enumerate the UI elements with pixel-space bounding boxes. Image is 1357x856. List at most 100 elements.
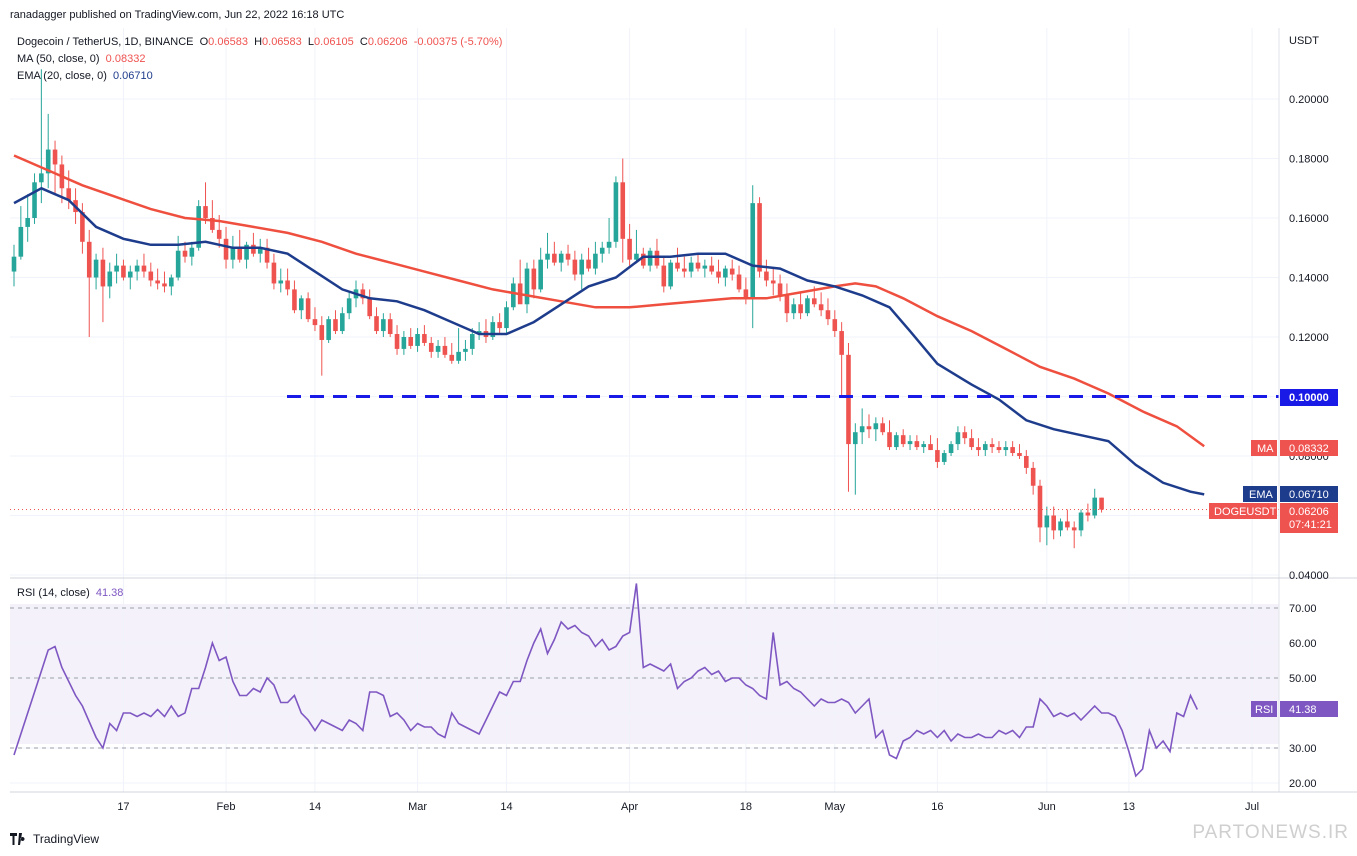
candle — [114, 253, 119, 284]
candle-body — [948, 444, 954, 454]
candle — [654, 238, 660, 269]
candle — [189, 241, 195, 266]
candle-body — [599, 247, 605, 254]
candle — [333, 310, 338, 335]
candle-body — [825, 310, 831, 320]
candle — [921, 441, 927, 454]
time-tick-label: 14 — [500, 801, 512, 813]
candle — [586, 247, 591, 272]
candle — [572, 250, 578, 281]
candle — [244, 241, 249, 269]
publisher-line: ranadagger published on TradingView.com,… — [10, 9, 345, 21]
candle — [45, 113, 51, 189]
candle-body — [80, 212, 85, 242]
candle-body — [784, 295, 790, 314]
candle — [203, 182, 208, 224]
candle — [996, 441, 1002, 454]
rsi-legend-value: 41.38 — [95, 587, 124, 599]
candle — [948, 441, 954, 456]
candle — [743, 277, 749, 305]
candle — [668, 259, 673, 290]
candle — [127, 265, 133, 290]
candle-body — [941, 453, 947, 462]
candle-body — [880, 423, 885, 433]
candle — [723, 265, 728, 287]
candle — [326, 316, 331, 343]
candle-body — [223, 238, 229, 260]
candle — [230, 235, 236, 269]
candle-body — [305, 298, 311, 320]
candle-body — [900, 435, 906, 445]
candle-body — [832, 319, 838, 332]
candle — [1024, 450, 1029, 474]
candle — [846, 342, 851, 492]
time-tick-label: 14 — [309, 801, 321, 813]
candle-body — [866, 426, 872, 430]
candle — [52, 140, 58, 195]
candle — [1037, 479, 1043, 543]
candle — [305, 292, 311, 323]
candle — [914, 435, 920, 451]
candle — [887, 420, 892, 451]
candle — [1092, 488, 1098, 519]
time-tick-label: 13 — [1123, 801, 1135, 813]
candle-body — [545, 253, 550, 260]
time-tick-label: Jun — [1038, 801, 1056, 813]
candle — [1058, 518, 1063, 537]
candle-body — [394, 334, 400, 349]
candle-body — [859, 426, 865, 433]
ema-badge-tag: EMA — [1249, 489, 1274, 501]
candle-body — [257, 247, 263, 254]
symbol-badge-tag: DOGEUSDT — [1214, 506, 1277, 518]
candle — [613, 176, 619, 248]
price-tick-label: 0.18000 — [1289, 154, 1329, 166]
candle-body — [216, 229, 222, 239]
candle — [93, 253, 99, 290]
candle — [285, 268, 290, 296]
candle-body — [805, 298, 810, 314]
candle — [387, 313, 393, 337]
candle — [791, 298, 797, 320]
candle-body — [230, 247, 236, 260]
candle-body — [764, 271, 769, 281]
candle — [941, 450, 947, 465]
candle-body — [1051, 515, 1056, 531]
candle — [757, 197, 762, 278]
candle-body — [907, 441, 913, 445]
candle-body — [169, 277, 174, 287]
candle-body — [408, 337, 414, 346]
candle-body — [162, 283, 167, 287]
candle-body — [976, 447, 981, 451]
candle-body — [1017, 453, 1022, 456]
level-badge-value: 0.10000 — [1289, 392, 1329, 404]
candle — [976, 438, 981, 456]
candle-body — [613, 182, 619, 242]
candle-body — [271, 262, 277, 284]
candle-body — [565, 253, 571, 260]
candle-body — [579, 259, 585, 275]
tradingview-brand[interactable]: TradingView — [10, 832, 99, 846]
candle — [1030, 461, 1036, 495]
time-tick-label: 16 — [931, 801, 943, 813]
candle — [825, 298, 831, 326]
candle — [251, 232, 256, 257]
candle-body — [688, 262, 694, 272]
candle — [1044, 506, 1050, 546]
candle — [682, 256, 687, 278]
candle-body — [52, 149, 58, 165]
candle — [80, 203, 85, 254]
candle — [401, 331, 407, 355]
symbol-legend: Dogecoin / TetherUS, 1D, BINANCE O0.0658… — [17, 36, 502, 48]
candle-body — [811, 298, 817, 305]
candle-body — [558, 253, 564, 263]
candle — [408, 328, 414, 349]
level-badge: 0.10000 — [1280, 389, 1338, 406]
candle — [770, 268, 776, 296]
change-value: -0.00375 (-5.70%) — [413, 36, 503, 48]
candle — [873, 417, 879, 442]
candle — [483, 319, 489, 343]
candle-body — [1071, 527, 1077, 531]
candle — [1017, 444, 1022, 459]
